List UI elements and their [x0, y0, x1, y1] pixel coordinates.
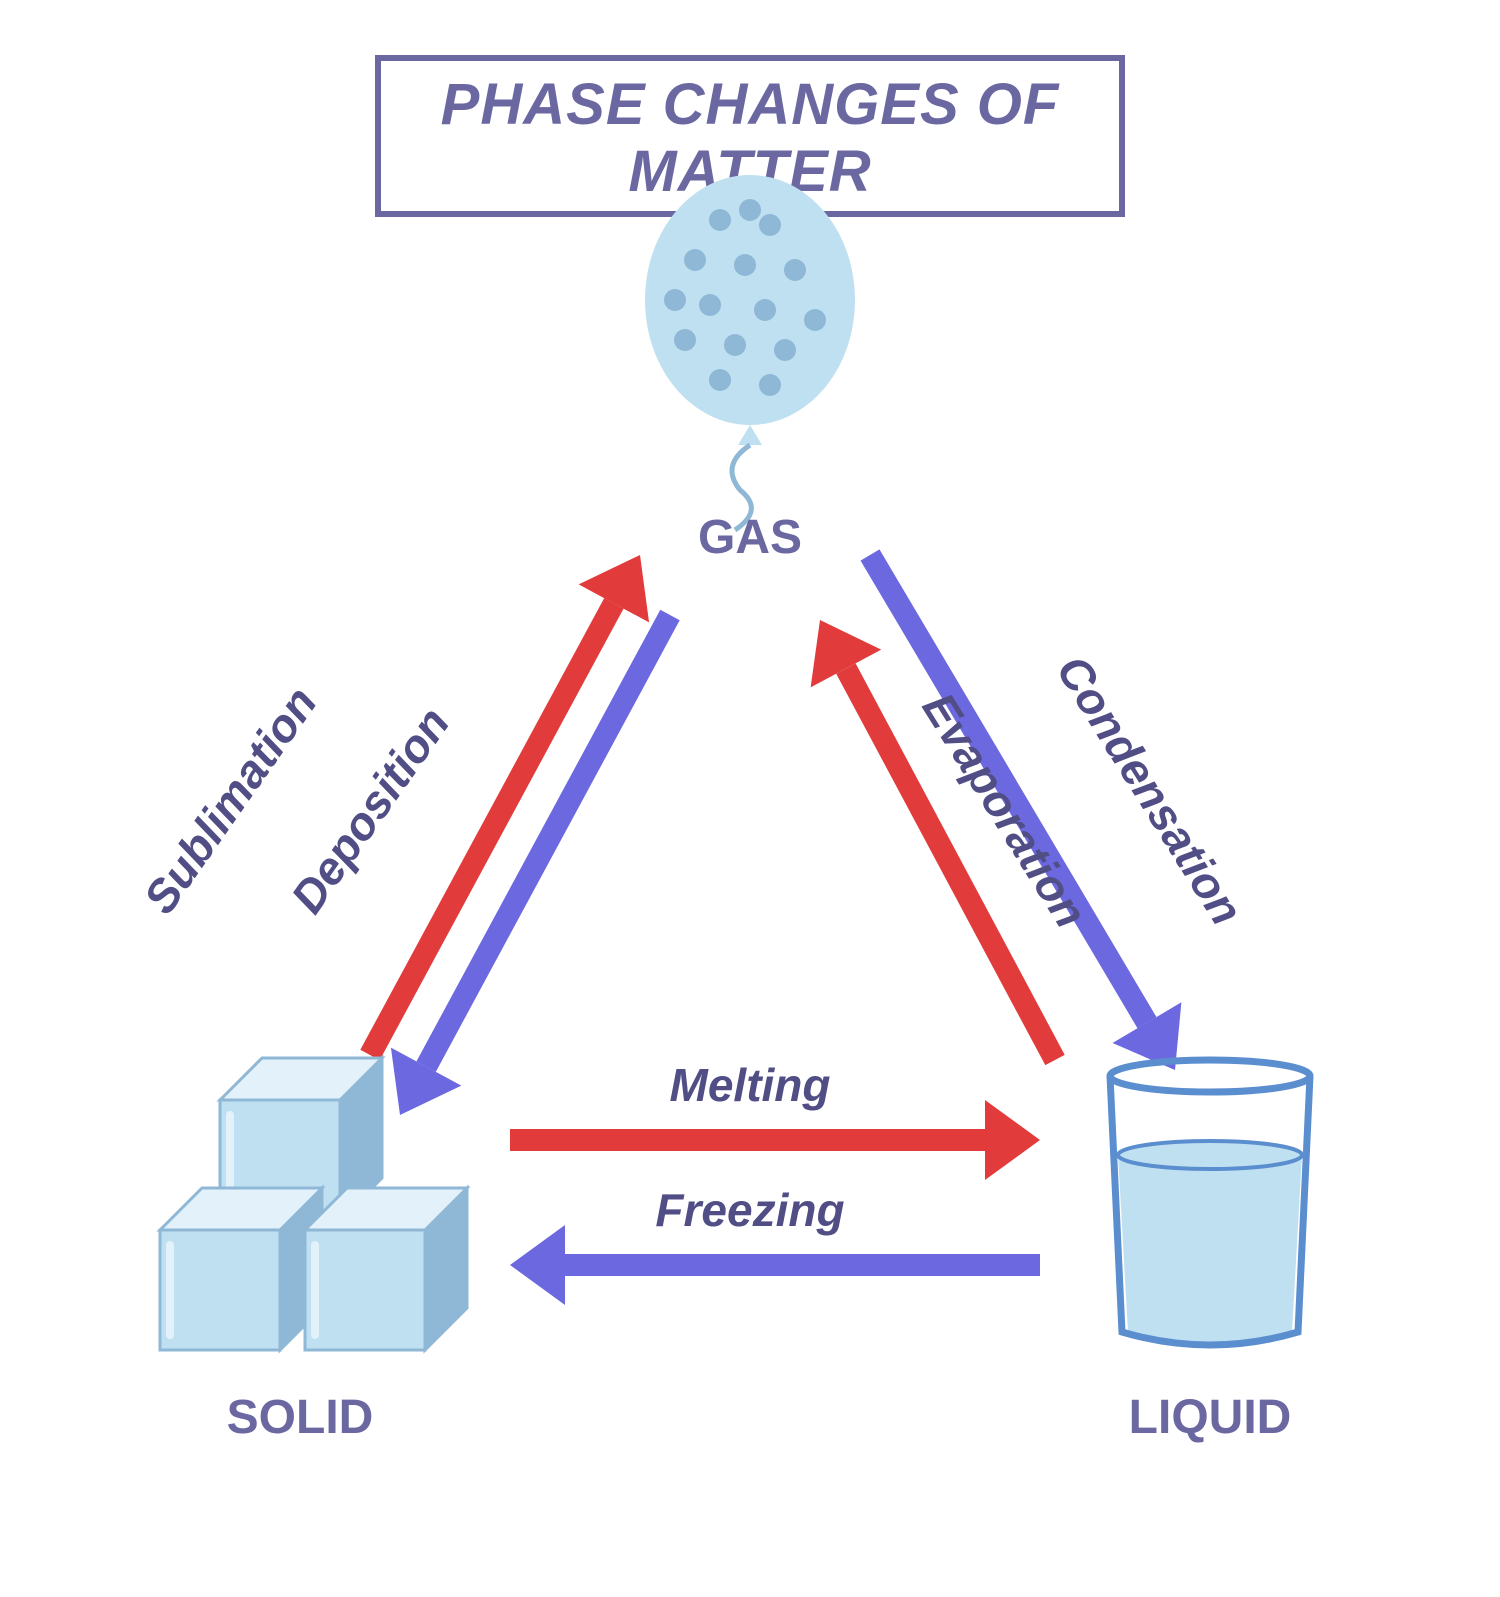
gas-icon [620, 170, 880, 530]
diagram-canvas: { "title": { "text": "PHASE CHANGES OF M… [0, 0, 1500, 1597]
solid-icon [120, 1050, 500, 1380]
freezing-label: Freezing [655, 1183, 844, 1237]
gas-label: GAS [698, 510, 802, 565]
liquid-label: LIQUID [1129, 1390, 1292, 1445]
melting-label: Melting [670, 1058, 831, 1112]
liquid-icon [1080, 1050, 1340, 1370]
solid-label: SOLID [227, 1390, 374, 1445]
